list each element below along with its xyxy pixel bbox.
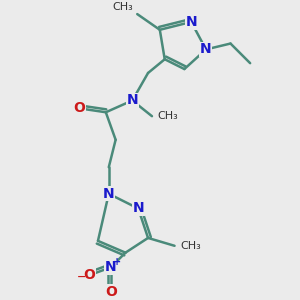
Text: O: O bbox=[74, 101, 85, 115]
Text: N: N bbox=[103, 187, 115, 201]
Text: +: + bbox=[112, 257, 121, 268]
Text: −: − bbox=[76, 272, 86, 282]
Text: N: N bbox=[200, 42, 212, 56]
Text: N: N bbox=[127, 94, 138, 107]
Text: N: N bbox=[105, 260, 116, 274]
Text: N: N bbox=[132, 202, 144, 215]
Text: O: O bbox=[83, 268, 95, 282]
Text: CH₃: CH₃ bbox=[158, 111, 178, 121]
Text: N: N bbox=[185, 15, 197, 29]
Text: CH₃: CH₃ bbox=[112, 2, 133, 12]
Text: O: O bbox=[105, 285, 117, 299]
Text: CH₃: CH₃ bbox=[180, 241, 201, 251]
